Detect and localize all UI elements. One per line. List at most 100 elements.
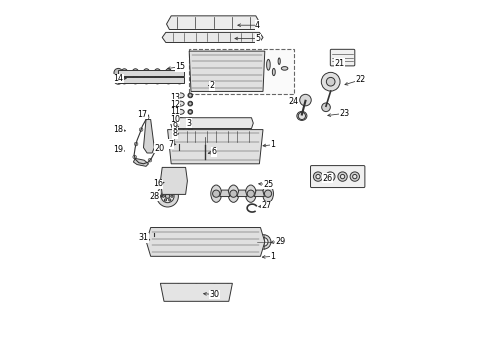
Text: 15: 15 xyxy=(175,62,185,71)
Text: 23: 23 xyxy=(339,109,349,118)
Text: 9: 9 xyxy=(172,122,177,131)
Ellipse shape xyxy=(176,134,184,139)
Polygon shape xyxy=(220,190,230,197)
Circle shape xyxy=(300,94,311,106)
Polygon shape xyxy=(167,16,261,30)
Polygon shape xyxy=(160,167,187,194)
Ellipse shape xyxy=(278,58,280,64)
Polygon shape xyxy=(168,130,263,164)
Text: 6: 6 xyxy=(212,148,217,157)
Circle shape xyxy=(154,148,157,151)
Ellipse shape xyxy=(176,101,184,106)
Text: 21: 21 xyxy=(334,59,344,68)
Circle shape xyxy=(189,118,192,122)
Circle shape xyxy=(341,175,345,179)
Ellipse shape xyxy=(188,101,193,106)
Ellipse shape xyxy=(176,117,184,123)
Text: 1: 1 xyxy=(270,140,275,149)
Text: 29: 29 xyxy=(275,237,285,246)
Circle shape xyxy=(162,195,164,197)
Text: 8: 8 xyxy=(172,130,177,139)
Ellipse shape xyxy=(212,66,222,84)
Ellipse shape xyxy=(245,66,256,84)
Ellipse shape xyxy=(281,67,288,70)
Circle shape xyxy=(213,190,220,197)
Ellipse shape xyxy=(231,119,242,127)
Circle shape xyxy=(157,185,178,207)
Text: 13: 13 xyxy=(170,93,180,102)
Ellipse shape xyxy=(165,69,172,77)
FancyBboxPatch shape xyxy=(330,49,355,66)
Text: 16: 16 xyxy=(153,179,163,188)
Circle shape xyxy=(265,190,271,197)
Circle shape xyxy=(164,199,167,201)
Ellipse shape xyxy=(211,185,221,202)
Ellipse shape xyxy=(245,185,256,202)
Circle shape xyxy=(166,194,170,198)
Polygon shape xyxy=(147,228,265,256)
Ellipse shape xyxy=(272,68,275,76)
Ellipse shape xyxy=(174,133,187,150)
Text: 19: 19 xyxy=(113,145,123,154)
Text: 10: 10 xyxy=(170,115,180,124)
Ellipse shape xyxy=(267,59,270,70)
Ellipse shape xyxy=(132,76,139,84)
Polygon shape xyxy=(189,51,265,91)
Circle shape xyxy=(189,94,192,97)
Circle shape xyxy=(298,112,305,120)
Ellipse shape xyxy=(154,69,161,77)
Circle shape xyxy=(247,190,254,197)
Circle shape xyxy=(338,172,347,181)
Ellipse shape xyxy=(176,109,184,114)
Text: 11: 11 xyxy=(170,107,180,116)
Text: 22: 22 xyxy=(355,76,366,85)
Text: 3: 3 xyxy=(187,119,192,128)
Circle shape xyxy=(171,178,177,184)
Circle shape xyxy=(316,175,320,179)
Ellipse shape xyxy=(297,112,307,120)
Ellipse shape xyxy=(188,93,193,98)
Text: 26: 26 xyxy=(323,174,333,183)
Ellipse shape xyxy=(212,119,223,127)
Polygon shape xyxy=(118,77,184,83)
Circle shape xyxy=(195,284,198,287)
Polygon shape xyxy=(237,190,247,197)
Circle shape xyxy=(189,102,192,105)
Text: 2: 2 xyxy=(209,81,215,90)
Circle shape xyxy=(353,175,357,179)
Circle shape xyxy=(189,126,192,130)
Polygon shape xyxy=(162,32,263,42)
Ellipse shape xyxy=(171,287,222,298)
Circle shape xyxy=(164,192,167,194)
Circle shape xyxy=(148,158,152,162)
Ellipse shape xyxy=(188,134,193,139)
Text: 25: 25 xyxy=(263,180,273,189)
Circle shape xyxy=(326,77,335,86)
Circle shape xyxy=(189,143,192,147)
Circle shape xyxy=(189,135,192,138)
Ellipse shape xyxy=(195,133,207,150)
Text: 1: 1 xyxy=(270,252,275,261)
Ellipse shape xyxy=(121,76,127,84)
Ellipse shape xyxy=(176,76,183,84)
Ellipse shape xyxy=(237,133,249,150)
Ellipse shape xyxy=(132,69,139,77)
Ellipse shape xyxy=(143,69,149,77)
Polygon shape xyxy=(254,190,265,197)
Circle shape xyxy=(230,190,237,197)
Circle shape xyxy=(259,238,268,246)
Circle shape xyxy=(139,128,143,131)
Ellipse shape xyxy=(176,142,184,147)
Circle shape xyxy=(257,235,271,249)
Text: 14: 14 xyxy=(113,74,123,83)
Text: 12: 12 xyxy=(170,100,180,109)
Ellipse shape xyxy=(121,69,127,77)
Polygon shape xyxy=(160,283,232,301)
Circle shape xyxy=(133,155,136,159)
Circle shape xyxy=(326,172,335,181)
Ellipse shape xyxy=(165,76,172,84)
Text: 7: 7 xyxy=(169,140,174,149)
Text: 27: 27 xyxy=(262,202,272,210)
Text: 31: 31 xyxy=(139,233,148,242)
Circle shape xyxy=(114,68,122,77)
